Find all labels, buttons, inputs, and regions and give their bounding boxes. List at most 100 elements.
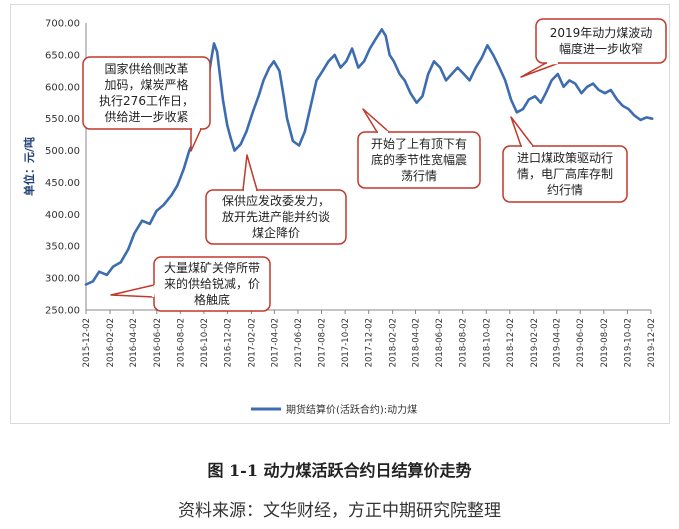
data-point	[268, 66, 271, 69]
data-point	[574, 82, 576, 85]
x-axis: 2015-12-02 2016-02-02 2016-04-02 2016-06-02…	[82, 309, 657, 367]
data-point	[374, 38, 377, 40]
callout-line: 放开先进产能并约谈	[222, 209, 330, 224]
data-point	[176, 184, 179, 187]
source-note: 资料来源：文华财经，方正中期研究院整理	[178, 501, 501, 521]
data-point	[550, 79, 553, 82]
data-point	[133, 232, 136, 235]
data-point	[463, 73, 465, 75]
x-tick-label: 2017-12-02	[365, 318, 375, 367]
data-point	[127, 248, 129, 251]
callout-box	[357, 131, 481, 189]
data-point	[216, 50, 218, 53]
callout-line: 保供应发改委发力，	[222, 193, 330, 208]
y-tick-label: 600.00	[45, 82, 80, 93]
callout-line: 来的供给锐减，价	[164, 276, 260, 291]
callout-pointer	[362, 108, 390, 133]
data-point	[451, 73, 453, 75]
chart-frame: 250.00 300.00 350.00 400.00 450.00 500.00 550.…	[10, 4, 670, 424]
data-point	[651, 117, 653, 120]
data-point	[421, 95, 424, 98]
callout-pointer	[242, 154, 258, 191]
data-point	[409, 92, 412, 94]
data-point	[616, 98, 618, 101]
y-tick-label: 500.00	[45, 146, 80, 157]
data-point	[557, 73, 559, 75]
data-point	[604, 92, 606, 94]
callout-line: 供给进一步收紧	[104, 110, 188, 124]
x-tick-label: 2017-06-02	[294, 318, 304, 367]
x-tick-label: 2015-12-02	[82, 318, 92, 367]
data-point	[304, 130, 306, 133]
data-point	[439, 66, 442, 69]
data-point	[357, 66, 360, 69]
data-point	[219, 73, 221, 75]
data-point	[486, 44, 489, 47]
data-point	[528, 98, 530, 101]
data-point	[141, 219, 143, 222]
data-point	[213, 42, 215, 45]
callout-line: 进口煤政策驱动行	[517, 151, 613, 165]
callout-box	[535, 18, 667, 64]
data-point	[610, 89, 612, 91]
data-point	[149, 223, 151, 225]
data-point	[534, 95, 536, 98]
data-point	[427, 73, 430, 75]
line-chart: 250.00 300.00 350.00 400.00 450.00 500.00 550.…	[22, 18, 667, 416]
y-tick-label: 550.00	[45, 114, 80, 125]
data-point	[522, 108, 524, 110]
callout-box	[153, 256, 271, 312]
data-point	[388, 54, 391, 56]
x-tick-label: 2018-06-02	[435, 318, 445, 367]
y-tick-label: 450.00	[45, 178, 80, 189]
data-point	[456, 66, 459, 69]
data-point	[545, 92, 547, 94]
callout-pointer-join	[151, 284, 157, 298]
data-point	[510, 98, 512, 101]
data-point	[333, 54, 336, 56]
x-tick-label: 2018-08-02	[459, 318, 469, 367]
data-point	[633, 114, 636, 117]
data-point	[363, 60, 365, 63]
data-point	[369, 47, 371, 50]
data-point	[278, 70, 281, 72]
x-tick-label: 2018-10-02	[482, 318, 492, 367]
x-tick-label: 2019-12-02	[647, 318, 657, 367]
x-tick-label: 2016-06-02	[153, 318, 163, 367]
data-point	[645, 116, 648, 119]
callout-line: 荡行情	[401, 169, 437, 183]
data-point	[540, 101, 542, 104]
x-tick-label: 2018-04-02	[411, 318, 421, 367]
data-point	[516, 111, 518, 114]
data-point	[282, 92, 285, 94]
x-tick-label: 2018-12-02	[506, 318, 516, 367]
callout-pointer	[110, 284, 155, 298]
data-point	[492, 54, 495, 56]
data-point	[98, 270, 100, 273]
data-point	[345, 60, 348, 63]
x-tick-label: 2017-10-02	[341, 318, 351, 367]
data-point	[155, 210, 158, 212]
callout-line: 底的季节性宽幅震	[371, 152, 467, 167]
data-point	[273, 60, 275, 63]
figure-caption: 图 1-1 动力煤活跃合约日结算价走势	[207, 461, 472, 480]
x-tick-label: 2019-02-02	[530, 318, 540, 367]
data-point	[162, 204, 165, 206]
callout-pointer	[190, 128, 202, 152]
data-point	[286, 117, 288, 120]
callout-line: 幅度进一步收窄	[559, 41, 643, 56]
y-tick-label: 350.00	[45, 242, 80, 253]
data-point	[251, 111, 254, 114]
data-point	[351, 47, 353, 50]
data-point	[498, 66, 501, 69]
data-point	[592, 82, 594, 85]
data-point	[222, 98, 224, 101]
data-point	[433, 60, 435, 63]
x-tick-label: 2018-02-02	[389, 318, 399, 367]
data-point	[562, 86, 565, 88]
data-point	[210, 60, 212, 63]
